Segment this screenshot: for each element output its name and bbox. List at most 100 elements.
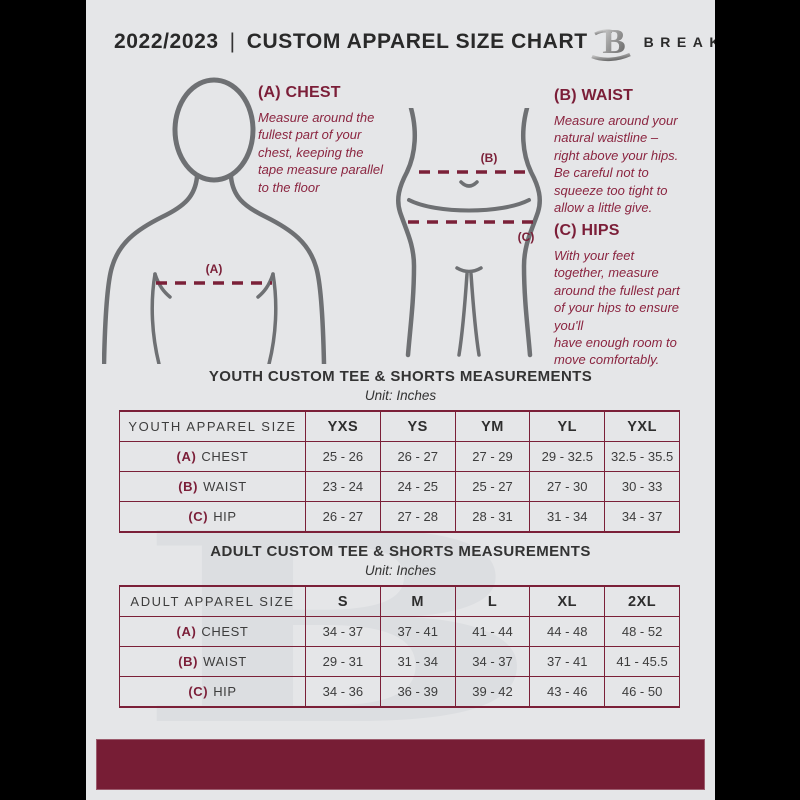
table-row: (C) HIP 34 - 36 36 - 39 39 - 42 43 - 46 4… bbox=[119, 676, 680, 708]
adult-size-header-label: ADULT APPAREL SIZE bbox=[119, 585, 306, 617]
value-cell: 25 - 26 bbox=[305, 441, 381, 472]
value-cell: 43 - 46 bbox=[529, 676, 606, 708]
head-outline bbox=[172, 77, 256, 183]
value-cell: 34 - 37 bbox=[604, 501, 680, 533]
youth-section-unit: Unit: Inches bbox=[364, 388, 437, 403]
value-cell: 34 - 36 bbox=[305, 676, 381, 708]
size-col-header: YL bbox=[529, 410, 606, 442]
size-col-header: L bbox=[454, 585, 531, 617]
value-cell: 36 - 39 bbox=[379, 676, 456, 708]
value-cell: 46 - 50 bbox=[604, 676, 680, 708]
waist-line-label: (B) bbox=[481, 151, 498, 165]
value-cell: 31 - 34 bbox=[379, 646, 456, 677]
page-header: 2022/2023 | CUSTOM APPAREL SIZE CHART B bbox=[114, 20, 715, 64]
instruction-chest: (A) CHEST Measure around the fullest par… bbox=[258, 84, 432, 196]
row-name: CHEST bbox=[201, 624, 249, 639]
table-row: (A) CHEST 25 - 26 26 - 27 27 - 29 29 - 32… bbox=[119, 441, 680, 472]
value-cell: 34 - 37 bbox=[454, 646, 531, 677]
value-cell: 39 - 42 bbox=[454, 676, 531, 708]
row-label: (B) WAIST bbox=[119, 646, 306, 677]
brand-lockup: B BREAKAWAY bbox=[588, 21, 715, 63]
row-label: (C) HIP bbox=[119, 676, 306, 708]
logo-base-bar bbox=[590, 52, 631, 62]
value-cell: 27 - 30 bbox=[529, 471, 606, 502]
value-cell: 25 - 27 bbox=[454, 471, 531, 502]
adult-section-title: ADULT CUSTOM TEE & SHORTS MEASUREMENTS bbox=[210, 543, 591, 560]
footer-bar bbox=[96, 739, 705, 790]
row-label: (A) CHEST bbox=[119, 616, 306, 647]
document-page: B 2022/2023 | CUSTOM APPAREL SIZE CHART bbox=[86, 0, 715, 800]
youth-size-header-label: YOUTH APPAREL SIZE bbox=[119, 410, 306, 442]
size-col-header: M bbox=[379, 585, 456, 617]
page-title: 2022/2023 | CUSTOM APPAREL SIZE CHART bbox=[114, 30, 588, 54]
adult-section-unit: Unit: Inches bbox=[364, 563, 437, 578]
value-cell: 23 - 24 bbox=[305, 471, 381, 502]
row-label: (C) HIP bbox=[119, 501, 306, 533]
value-cell: 30 - 33 bbox=[604, 471, 680, 502]
youth-size-table: YOUTH APPAREL SIZE YXS YS YM YL YXL (A) C… bbox=[119, 410, 680, 533]
row-prefix: (C) bbox=[188, 509, 209, 524]
row-prefix: (B) bbox=[178, 479, 199, 494]
hips-outline bbox=[396, 108, 542, 358]
logo-letter: B bbox=[602, 22, 625, 61]
torso-outline bbox=[102, 77, 327, 364]
logo-top-bar bbox=[593, 29, 612, 36]
hip-curve bbox=[407, 198, 531, 213]
table-row: (B) WAIST 23 - 24 24 - 25 25 - 27 27 - 30… bbox=[119, 471, 680, 502]
size-col-header: YXL bbox=[604, 410, 680, 442]
value-cell: 27 - 28 bbox=[379, 501, 456, 533]
upper-body-figure: (A) bbox=[102, 77, 327, 364]
value-cell: 41 - 44 bbox=[454, 616, 531, 647]
instruction-hips-body: With your feet together, measure around … bbox=[554, 248, 680, 368]
season-label: 2022/2023 bbox=[114, 30, 219, 53]
instruction-chest-body: Measure around the fullest part of your … bbox=[258, 110, 384, 195]
chest-line-label: (A) bbox=[206, 262, 223, 276]
value-cell: 24 - 25 bbox=[379, 471, 456, 502]
value-cell: 26 - 27 bbox=[305, 501, 381, 533]
adult-header-row: ADULT APPAREL SIZE S M L XL 2XL bbox=[119, 585, 680, 617]
chart-title: CUSTOM APPAREL SIZE CHART bbox=[246, 30, 588, 53]
value-cell: 31 - 34 bbox=[529, 501, 606, 533]
size-col-header: 2XL bbox=[604, 585, 680, 617]
instruction-waist-heading: (B) WAIST bbox=[554, 87, 634, 104]
row-name: HIP bbox=[213, 684, 237, 699]
row-prefix: (B) bbox=[178, 654, 199, 669]
title-separator: | bbox=[229, 30, 236, 53]
size-col-header: YM bbox=[454, 410, 531, 442]
youth-section-title: YOUTH CUSTOM TEE & SHORTS MEASUREMENTS bbox=[208, 368, 593, 385]
instruction-waist-body: Measure around your natural waistline – … bbox=[554, 113, 679, 216]
value-cell: 27 - 29 bbox=[454, 441, 531, 472]
row-prefix: (A) bbox=[176, 624, 197, 639]
value-cell: 32.5 - 35.5 bbox=[604, 441, 680, 472]
row-prefix: (C) bbox=[188, 684, 209, 699]
value-cell: 29 - 31 bbox=[305, 646, 381, 677]
hip-line-label: (C) bbox=[518, 230, 535, 244]
value-cell: 41 - 45.5 bbox=[604, 646, 680, 677]
value-cell: 37 - 41 bbox=[379, 616, 456, 647]
size-col-header: XL bbox=[529, 585, 606, 617]
row-label: (B) WAIST bbox=[119, 471, 306, 502]
value-cell: 44 - 48 bbox=[529, 616, 606, 647]
value-cell: 29 - 32.5 bbox=[529, 441, 606, 472]
adult-size-table: ADULT APPAREL SIZE S M L XL 2XL (A) CHEST… bbox=[119, 585, 680, 708]
breakaway-logo-icon: B bbox=[590, 22, 631, 62]
instruction-hips: (C) HIPS With your feet together, measur… bbox=[554, 222, 715, 369]
size-col-header: YXS bbox=[305, 410, 381, 442]
value-cell: 34 - 37 bbox=[305, 616, 381, 647]
size-col-header: S bbox=[305, 585, 381, 617]
size-col-header: YS bbox=[379, 410, 456, 442]
table-row: (C) HIP 26 - 27 27 - 28 28 - 31 31 - 34 3… bbox=[119, 501, 680, 533]
instruction-waist: (B) WAIST Measure around your natural wa… bbox=[554, 87, 714, 216]
table-row: (A) CHEST 34 - 37 37 - 41 41 - 44 44 - 48… bbox=[119, 616, 680, 647]
instruction-hips-heading: (C) HIPS bbox=[554, 222, 620, 239]
row-prefix: (A) bbox=[176, 449, 197, 464]
row-name: HIP bbox=[213, 509, 237, 524]
instruction-chest-heading: (A) CHEST bbox=[258, 84, 341, 101]
table-row: (B) WAIST 29 - 31 31 - 34 34 - 37 37 - 41… bbox=[119, 646, 680, 677]
value-cell: 37 - 41 bbox=[529, 646, 606, 677]
lower-body-figure: (B) (C) bbox=[396, 108, 542, 358]
value-cell: 26 - 27 bbox=[379, 441, 456, 472]
value-cell: 48 - 52 bbox=[604, 616, 680, 647]
youth-header-row: YOUTH APPAREL SIZE YXS YS YM YL YXL bbox=[119, 410, 680, 442]
